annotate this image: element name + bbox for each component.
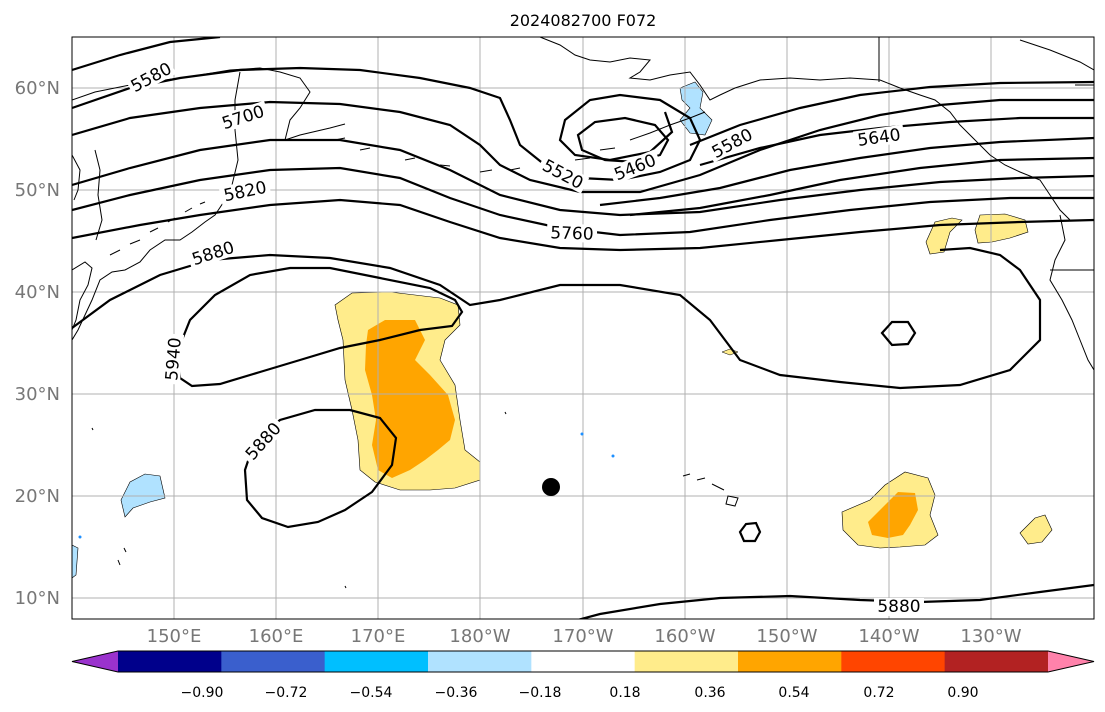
colorbar-tick-label: −0.54	[350, 685, 393, 701]
contour-5760-east-a	[599, 136, 1094, 207]
colorbar-segment	[221, 651, 326, 672]
north-america-coastline	[1019, 39, 1094, 371]
colorbar-tick-label: 0.90	[947, 685, 978, 701]
colorbar-segment	[841, 651, 946, 672]
positive-anomaly-patch	[925, 217, 963, 255]
lon-label: 130°W	[960, 626, 1021, 647]
colorbar-tick-label: 0.54	[778, 685, 809, 701]
colorbar-segment	[324, 651, 429, 672]
lat-label: 20°N	[15, 486, 60, 507]
longitude-labels: 150°E 160°E 170°E 180°W 170°W 160°W 150°…	[147, 626, 1022, 647]
contour-label: 5580	[128, 59, 176, 97]
lat-label: 40°N	[15, 282, 60, 303]
small-marker	[580, 432, 584, 436]
colorbar-tick-labels: −0.90 −0.72 −0.54 −0.36 −0.18 0.18 0.36 …	[181, 685, 979, 701]
lon-label: 150°E	[147, 626, 202, 647]
colorbar-extend-low	[72, 651, 118, 672]
colorbar-tick-label: 0.18	[609, 685, 640, 701]
colorbar-segment	[944, 651, 1049, 672]
lat-label: 60°N	[15, 78, 60, 99]
contour-5760-east-b	[629, 156, 1094, 217]
figure-title: 2024082700 F072	[510, 11, 657, 30]
contour-label: 5820	[222, 178, 268, 207]
contour-5940-closed-a	[880, 320, 917, 347]
contour-label: 5940	[162, 337, 186, 382]
contour-label: 5760	[550, 223, 594, 244]
colorbar-tick-label: 0.36	[694, 685, 725, 701]
colorbar-segment	[634, 651, 739, 672]
small-marker	[611, 454, 615, 458]
contour-5940-inner	[176, 266, 464, 388]
small-marker	[78, 535, 82, 539]
lon-label: 140°W	[858, 626, 919, 647]
positive-anomaly-patch	[974, 213, 1029, 244]
contour-5460	[576, 116, 670, 164]
lon-label: 160°W	[654, 626, 715, 647]
contour-5700	[72, 98, 1094, 194]
contour-5820	[72, 138, 1094, 217]
contour-label: 5880	[190, 238, 237, 270]
contour-5880-south	[576, 583, 1094, 619]
lon-label: 150°W	[756, 626, 817, 647]
colorbar-extend-high	[1048, 651, 1094, 672]
colorbar	[71, 650, 1095, 673]
negative-anomaly-patch	[679, 81, 713, 136]
colorbar-tick-label: −0.18	[519, 685, 562, 701]
contour-label: 5880	[877, 597, 920, 617]
contour-5940	[72, 246, 1042, 390]
contour-5640-west	[72, 66, 702, 182]
colorbar-segment	[428, 651, 532, 672]
colorbar-tick-label: −0.36	[435, 685, 478, 701]
location-marker	[542, 478, 560, 496]
contour-labels: 5580 5700 5820 5880 5940 5880 5520 5460 …	[125, 57, 924, 617]
lat-label: 10°N	[15, 588, 60, 609]
contour-label: 5580	[709, 125, 757, 163]
anomaly-shading	[72, 81, 1053, 579]
contour-5760	[72, 166, 1094, 237]
hawaii-islands	[682, 473, 739, 507]
positive-anomaly-patch	[1019, 514, 1053, 545]
contour-5940-closed-b	[738, 521, 762, 543]
latitude-labels: 60°N 50°N 40°N 30°N 20°N 10°N	[15, 78, 60, 609]
map-area: 5580 5700 5820 5880 5940 5880 5520 5460 …	[72, 37, 1094, 619]
negative-anomaly-patch	[72, 544, 79, 579]
contour-5580-east	[689, 80, 1094, 147]
colorbar-tick-label: −0.72	[265, 685, 308, 701]
map-frame	[71, 36, 1095, 620]
colorbar-tick-label: 0.72	[863, 685, 894, 701]
colorbar-tick-label: −0.90	[181, 685, 224, 701]
lon-label: 180°W	[449, 626, 510, 647]
lon-label: 160°E	[249, 626, 304, 647]
positive-anomaly-core-east	[868, 492, 918, 538]
lon-label: 170°W	[552, 626, 613, 647]
colorbar-outline	[71, 650, 1095, 673]
contour-5880-north	[72, 198, 1094, 252]
colorbar-segment	[738, 651, 842, 672]
lat-label: 30°N	[15, 384, 60, 405]
canada-border	[878, 37, 1094, 271]
colorbar-segment	[531, 651, 636, 672]
contour-5580-west	[72, 37, 221, 72]
height-contours	[72, 37, 1094, 619]
japan-coastline	[72, 261, 93, 331]
pacific-islets	[91, 411, 507, 589]
lon-label: 170°E	[351, 626, 406, 647]
lat-label: 50°N	[15, 180, 60, 201]
sakhalin-coastline	[72, 149, 103, 241]
positive-anomaly-core	[365, 320, 455, 478]
colorbar-segment	[118, 651, 222, 672]
contour-5880-south-loop	[243, 408, 398, 529]
